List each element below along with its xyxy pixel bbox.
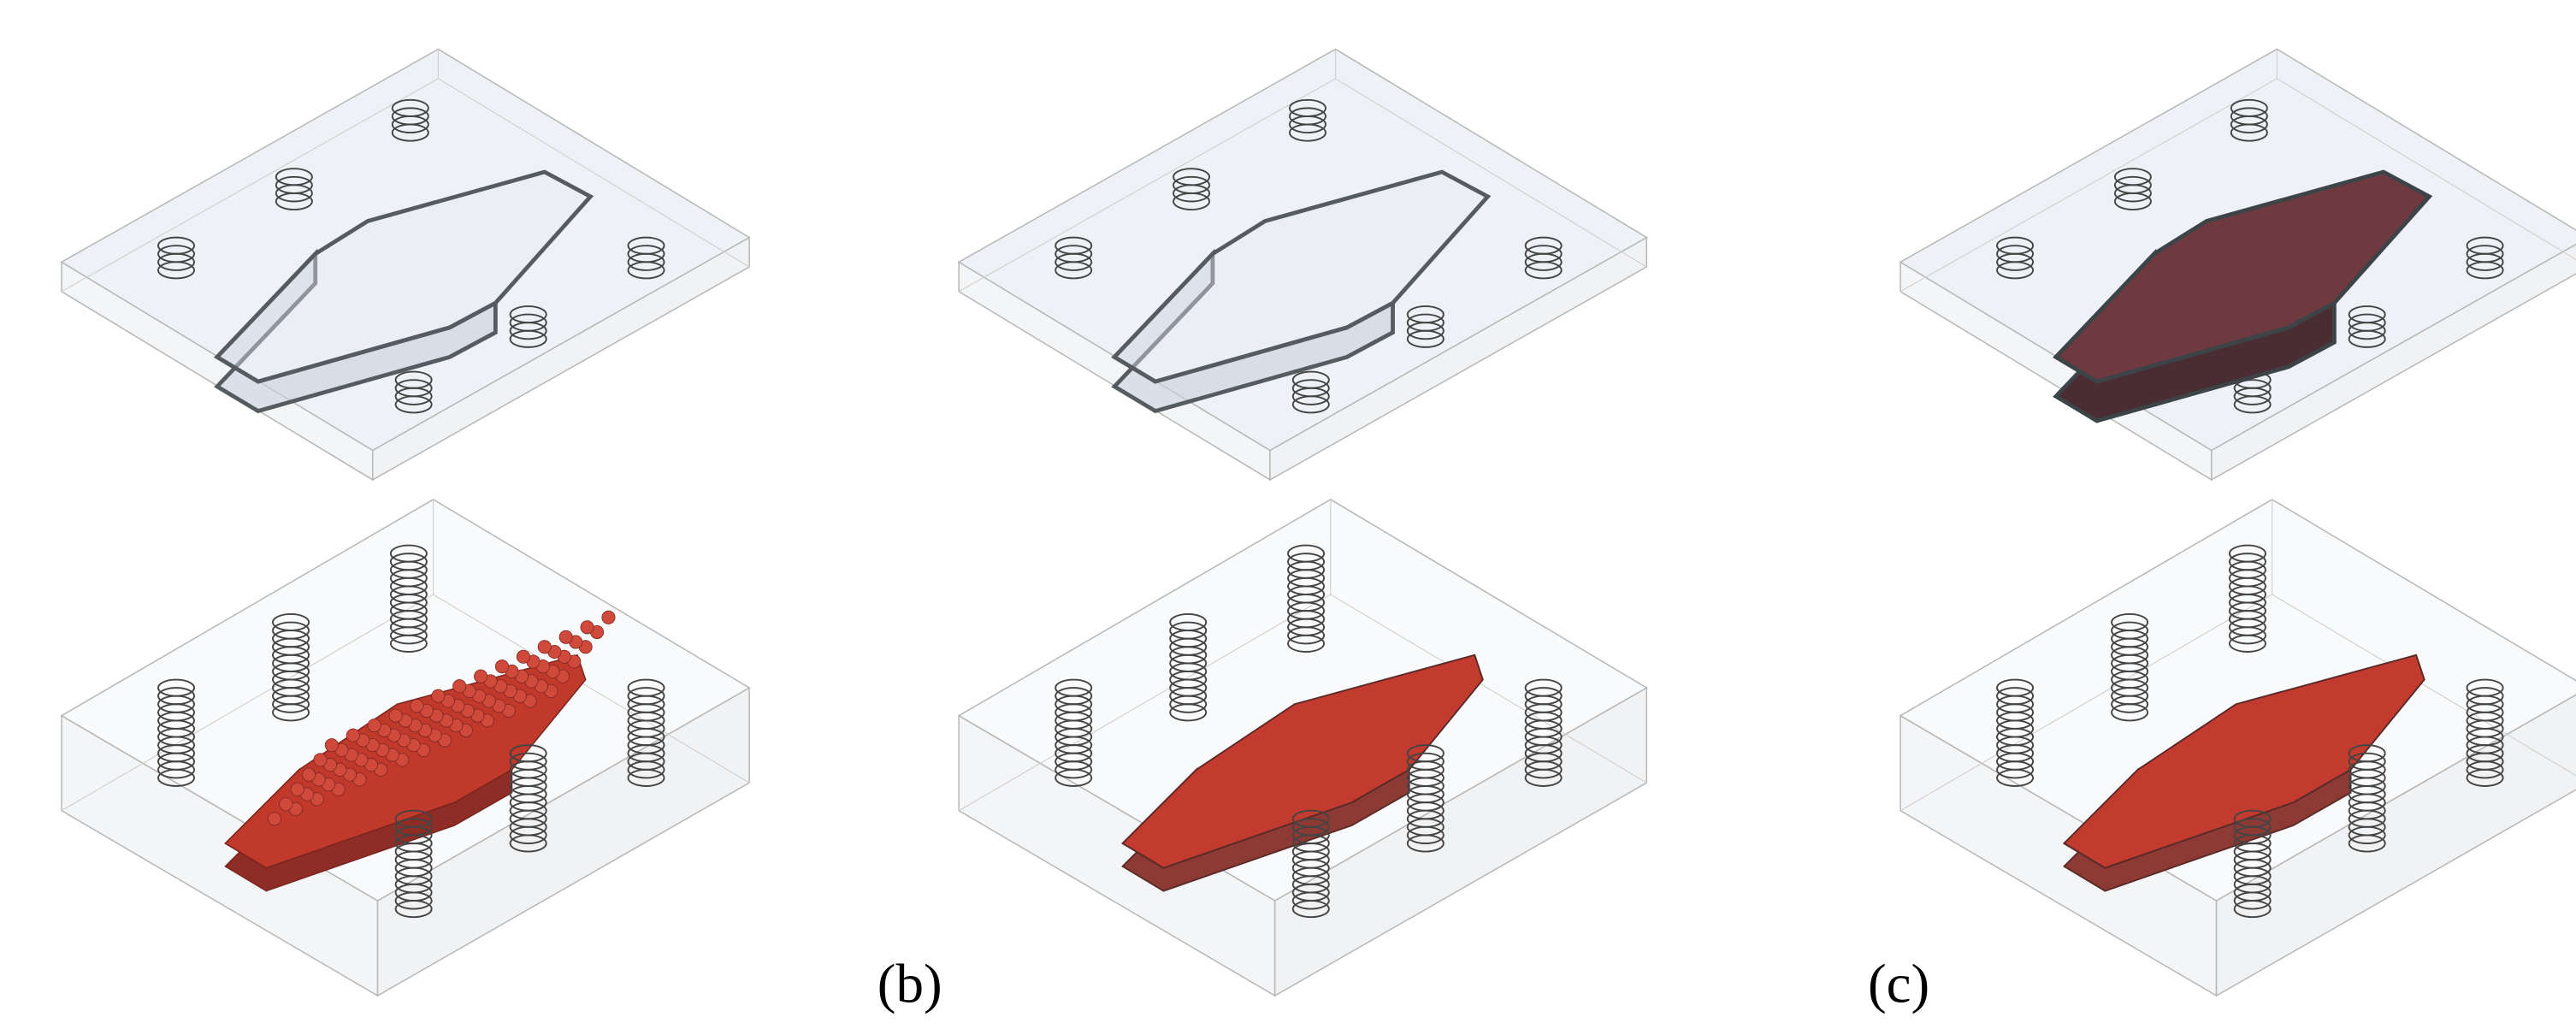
particle — [559, 630, 572, 643]
particle — [602, 611, 615, 624]
particle — [432, 689, 445, 702]
drawing — [62, 49, 2576, 996]
particle — [346, 729, 359, 742]
particle — [325, 738, 338, 751]
particle — [538, 641, 551, 654]
particle — [302, 768, 315, 781]
particle — [268, 813, 281, 825]
particle — [581, 621, 594, 634]
particle — [453, 680, 466, 693]
particle — [517, 650, 529, 663]
particle — [495, 660, 508, 673]
particle — [291, 783, 304, 795]
panel-label: (c) — [1868, 954, 1929, 1015]
particle — [368, 719, 381, 731]
particle — [474, 670, 487, 683]
particle — [280, 797, 292, 810]
particle — [411, 700, 423, 713]
panel-label: (b) — [877, 954, 942, 1015]
particle — [389, 709, 402, 722]
figure: (b) (c) — [0, 0, 2576, 1035]
particle — [314, 754, 327, 766]
